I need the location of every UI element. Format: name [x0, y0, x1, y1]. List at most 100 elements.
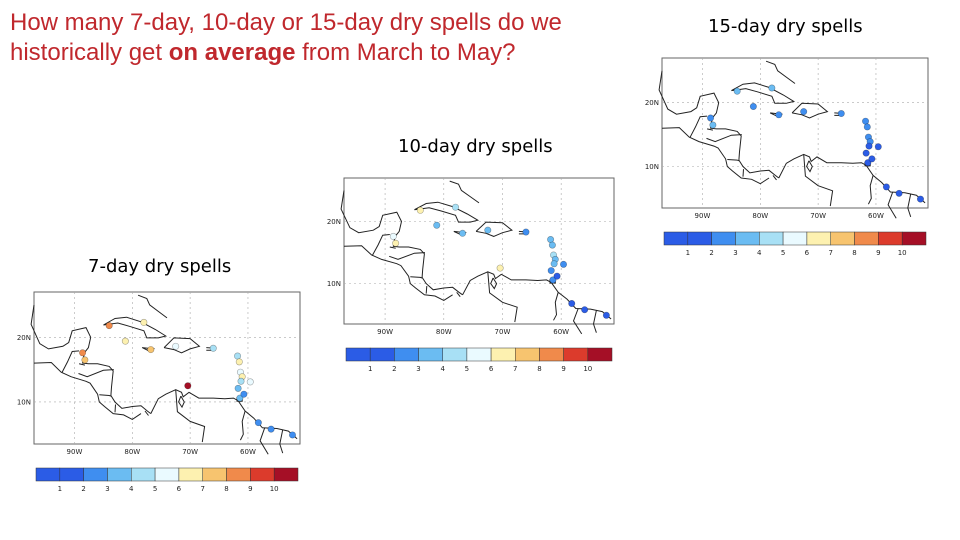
coastline: [389, 252, 426, 260]
station-dot: [864, 159, 872, 167]
colorbar-cell: [687, 231, 712, 246]
coastline: [175, 389, 206, 443]
lon-label: 90W: [377, 328, 393, 336]
lat-label: 10N: [327, 280, 341, 288]
coastline: [907, 193, 912, 218]
coastline: [449, 180, 480, 204]
station-dot: [709, 121, 717, 129]
coastline: [78, 363, 86, 366]
coastline: [731, 82, 796, 104]
lat-label: 10N: [17, 398, 31, 406]
station-dot: [147, 346, 155, 354]
colorbar-label: 5: [465, 365, 469, 373]
station-dot: [235, 358, 243, 366]
lat-label: 10N: [645, 163, 659, 171]
station-dot: [240, 390, 248, 398]
panel-title-15day: 15-day dry spells: [708, 16, 863, 37]
colorbar-label: 2: [392, 365, 396, 373]
coastline: [658, 70, 780, 179]
colorbar-cell: [178, 467, 203, 482]
coastline: [410, 276, 423, 279]
station-dot: [749, 103, 757, 111]
question-part2: from March to May?: [295, 39, 516, 66]
colorbar-cell: [759, 231, 784, 246]
station-dot: [452, 203, 460, 211]
colorbar-label: 10: [898, 249, 907, 257]
station-dot: [496, 264, 504, 272]
station-dot: [581, 306, 589, 314]
coastline: [163, 337, 201, 354]
station-dot: [568, 299, 576, 307]
question-highlight: on average: [168, 39, 296, 66]
colorbar-cell: [490, 347, 516, 362]
colorbar-cell: [202, 467, 227, 482]
colorbar-cell: [466, 347, 492, 362]
colorbar-cell: [273, 467, 299, 482]
colorbar-cell: [394, 347, 419, 362]
lon-label: 60W: [868, 212, 884, 220]
colorbar-label: 3: [105, 485, 109, 493]
colorbar-cell: [154, 467, 180, 482]
colorbar-label: 6: [805, 249, 810, 257]
lon-label: 60W: [240, 448, 256, 456]
station-dot: [288, 431, 296, 439]
coastline: [706, 134, 742, 143]
colorbar-label: 3: [733, 249, 737, 257]
colorbar-cell: [226, 467, 251, 482]
lon-label: 80W: [436, 328, 452, 336]
station-dot: [733, 87, 741, 95]
station-dot: [865, 142, 873, 150]
lon-label: 70W: [810, 212, 826, 220]
station-dot: [236, 394, 244, 402]
station-dot: [81, 356, 89, 364]
station-dot: [895, 189, 903, 197]
coastline: [414, 201, 480, 223]
colorbar-cell: [782, 231, 808, 246]
coastline: [803, 154, 834, 207]
lon-label: 70W: [182, 448, 198, 456]
coastline: [806, 160, 813, 173]
station-dot: [389, 232, 397, 240]
station-dot: [105, 322, 113, 330]
colorbar-label: 9: [876, 249, 880, 257]
colorbar-label: 8: [852, 249, 856, 257]
station-dot: [863, 123, 871, 131]
colorbar-cell: [878, 231, 903, 246]
coastline: [425, 286, 428, 294]
colorbar-label: 10: [583, 365, 592, 373]
coastline: [279, 429, 284, 454]
station-dot: [234, 352, 242, 360]
coastline: [572, 308, 583, 335]
station-dot: [246, 378, 254, 386]
station-dot: [121, 337, 129, 345]
colorbar-cell: [735, 231, 760, 246]
colorbar-label: 1: [686, 249, 690, 257]
map-10day: 20N 10N 90W 80W 70W 60W 1 2 3 4 5 6 7 8 9 10: [322, 176, 618, 392]
lon-label: 70W: [495, 328, 511, 336]
colorbar-cell: [442, 347, 468, 362]
question-text: How many 7-day, 10-day or 15-day dry spe…: [10, 8, 610, 68]
station-dot: [140, 318, 148, 326]
coastline: [61, 350, 80, 374]
coastline: [137, 294, 168, 319]
question-part1: How many 7-day, 10-day or 15-day dry spe…: [10, 9, 562, 66]
coastline: [791, 102, 829, 119]
lon-label: 60W: [553, 328, 569, 336]
colorbar-cell: [539, 347, 564, 362]
colorbar-cell: [587, 347, 613, 362]
station-dot: [548, 241, 556, 249]
colorbar-cell: [59, 467, 84, 482]
station-dot: [184, 382, 192, 390]
station-dot: [547, 267, 555, 275]
colorbar-cell: [901, 231, 927, 246]
coastline: [144, 410, 149, 416]
colorbar-label: 5: [153, 485, 157, 493]
lat-label: 20N: [645, 99, 659, 107]
lon-label: 90W: [67, 448, 83, 456]
coastline: [772, 175, 777, 181]
station-dot: [209, 344, 217, 352]
station-dot: [837, 110, 845, 118]
coastline: [689, 115, 708, 139]
colorbar-label: 7: [828, 249, 832, 257]
coastline: [33, 361, 142, 420]
